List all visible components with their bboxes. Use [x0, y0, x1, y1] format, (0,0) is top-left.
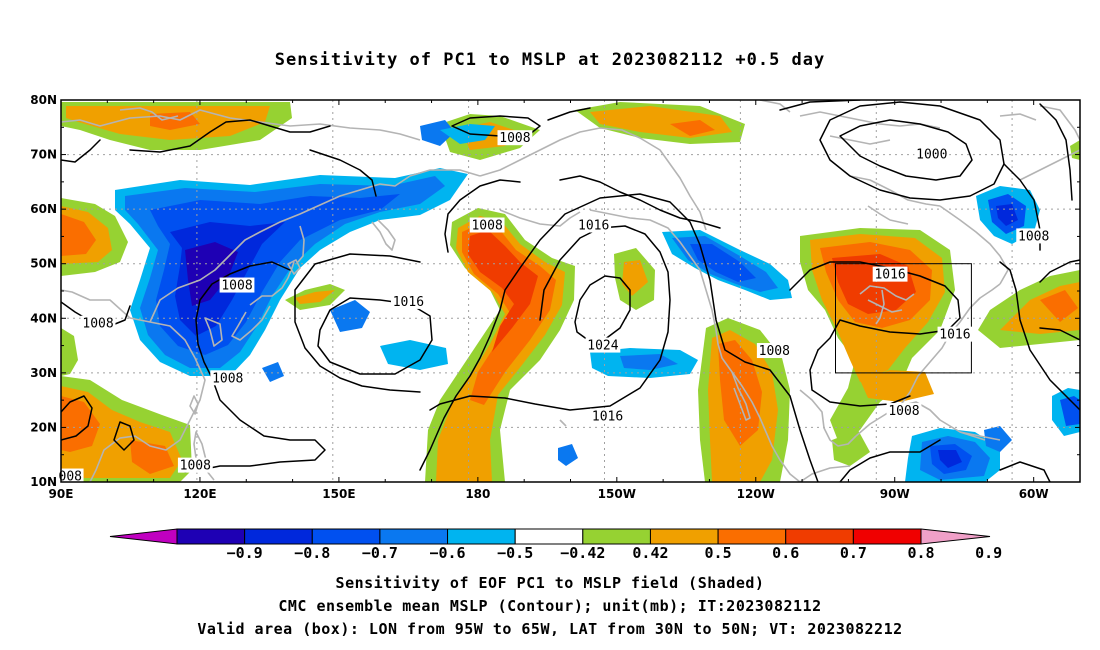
contour-label: 1008 [1018, 229, 1049, 244]
colorbar-label: 0.8 [907, 544, 934, 562]
lat-tick-label: 30N [30, 366, 57, 380]
sensitivity-map: 1008 1000 1008 1016 1008 1008 1016 1016 1008 1024… [30, 93, 1081, 562]
lat-tick-label: 20N [30, 420, 57, 434]
colorbar-label: −0.8 [294, 544, 330, 562]
colorbar-label: −0.9 [227, 544, 263, 562]
lat-tick-label: 10N [30, 475, 57, 489]
colorbar-segment [582, 528, 651, 545]
colorbar-min-triangle [109, 528, 178, 545]
colorbar-segment [785, 528, 854, 545]
contour-label: 1016 [393, 295, 424, 310]
contour-label-bg [210, 370, 246, 386]
contour-label-bg [937, 326, 973, 342]
colorbar-label: −0.5 [497, 544, 533, 562]
lat-tick-label: 60N [30, 202, 57, 216]
lon-tick-label: 150E [322, 487, 355, 501]
valid-area-box [835, 263, 972, 374]
coastlines [61, 100, 1080, 482]
positive-sensitivity-regions [61, 102, 1080, 482]
contour-label: 1016 [578, 219, 609, 234]
contour-labels: 1008 1000 1008 1016 1008 1008 1016 1016 1008 1024… [56, 130, 1052, 485]
colorbar-segment [176, 528, 246, 545]
colorbar-segment [244, 528, 313, 545]
contour-label: 1016 [939, 328, 970, 343]
lon-tick-label: 150W [598, 487, 636, 501]
latitude-labels: 80N 70N 60N 50N 40N 30N 20N 10N [30, 93, 57, 489]
colorbar-max-triangle [920, 528, 991, 545]
contour-label-bg [914, 146, 950, 162]
lat-tick-label: 50N [30, 257, 57, 271]
contour-label-bg [872, 266, 908, 282]
colorbar: −0.9 −0.8 −0.7 −0.6 −0.5 −0.42 0.42 0.5 0.6 0.7 0.… [109, 528, 1002, 562]
colorbar-label: 0.7 [840, 544, 867, 562]
contour-label-bg [1016, 228, 1052, 244]
lon-tick-label: 60W [1019, 487, 1049, 501]
contour-label-bg [56, 468, 84, 484]
contour-label-bg [576, 217, 612, 233]
contour-label: 1008 [499, 131, 530, 146]
lon-tick-label: 120E [183, 487, 216, 501]
colorbar-label: 0.9 [975, 544, 1002, 562]
contour-label: 008 [59, 470, 82, 485]
contour-label-bg [590, 408, 625, 424]
colorbar-segment [514, 528, 584, 545]
colorbar-label: −0.7 [362, 544, 398, 562]
caption-line-2: CMC ensemble mean MSLP (Contour); unit(m… [278, 597, 822, 615]
colorbar-segment [852, 528, 922, 545]
lat-tick-label: 80N [30, 93, 57, 107]
colorbar-segment [649, 528, 719, 545]
lon-tick-label: 180 [465, 487, 490, 501]
colorbar-label: −0.42 [560, 544, 605, 562]
contour-label: 1016 [874, 268, 905, 283]
colorbar-label: −0.6 [429, 544, 465, 562]
contour-label: 1008 [82, 317, 113, 332]
caption-line-3: Valid area (box): LON from 95W to 65W, L… [197, 620, 903, 638]
map-title: Sensitivity of PC1 to MSLP at 2023082112… [274, 50, 826, 70]
contour-label-bg [177, 457, 213, 473]
colorbar-segment [379, 528, 449, 545]
colorbar-label: 0.5 [705, 544, 732, 562]
lon-tick-label: 120W [737, 487, 775, 501]
colorbar-label: 0.42 [632, 544, 668, 562]
contour-label-bg [886, 403, 922, 419]
lon-tick-label: 90W [880, 487, 910, 501]
contour-label-bg [497, 130, 533, 146]
lon-tick-label: 90E [49, 487, 74, 501]
mslp-contours [61, 100, 1080, 482]
lat-tick-label: 40N [30, 311, 57, 325]
contour-label-bg [585, 337, 621, 353]
colorbar-segment [447, 528, 516, 545]
contour-label: 1008 [180, 459, 211, 474]
contour-label-bg [390, 293, 426, 309]
colorbar-label: 0.6 [772, 544, 799, 562]
contour-label: 1008 [212, 371, 243, 386]
contour-label: 1008 [221, 279, 252, 294]
colorbar-segment [717, 528, 787, 545]
contour-label: 1008 [471, 219, 502, 234]
contour-label: 1008 [759, 344, 790, 359]
contour-label-bg [80, 315, 116, 331]
contour-label-bg [219, 277, 255, 293]
contour-label: 1000 [916, 148, 947, 163]
contour-label: 1024 [587, 339, 618, 354]
lat-tick-label: 70N [30, 148, 57, 162]
contour-label-bg [756, 343, 792, 359]
contour-label-bg [469, 217, 505, 233]
caption-line-1: Sensitivity of EOF PC1 to MSLP field (Sh… [335, 574, 765, 592]
longitude-labels: 90E 120E 150E 180 150W 120W 90W 60W [49, 487, 1049, 501]
colorbar-segment [311, 528, 381, 545]
contour-label: 1016 [592, 410, 623, 425]
axis-ticks [60, 99, 1081, 483]
contour-label: 1008 [888, 404, 919, 419]
